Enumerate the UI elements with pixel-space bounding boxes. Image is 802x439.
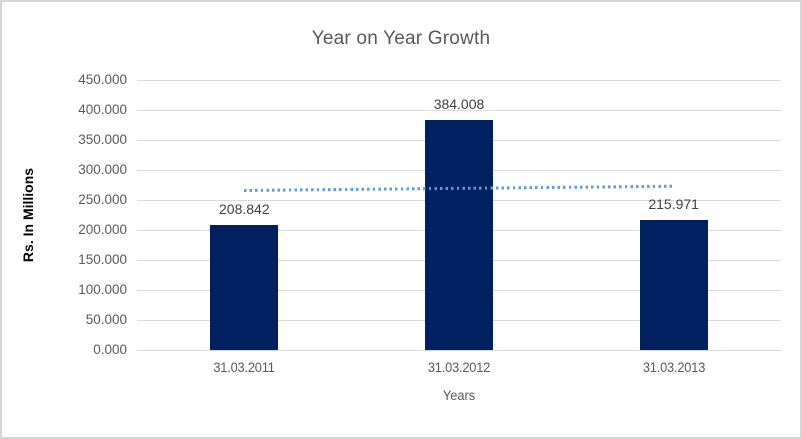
bar-data-label: 208.842	[219, 200, 270, 217]
gridline	[137, 349, 781, 351]
y-tick-label: 300.000	[78, 162, 127, 177]
bar	[210, 224, 279, 350]
y-tick-label: 100.000	[78, 282, 127, 297]
bar-data-label: 384.008	[433, 95, 485, 112]
y-tick-label: 200.000	[78, 222, 127, 237]
y-tick-label: 150.000	[78, 252, 127, 267]
x-tick-label: 31.03.2012	[427, 360, 491, 375]
x-tick-label: 31.03.2011	[213, 360, 276, 375]
y-tick-label: 350.000	[78, 132, 127, 147]
y-tick-label: 0.000	[93, 342, 127, 357]
bar	[425, 119, 493, 350]
plot-area: 208.842 384.008 215.971	[137, 79, 781, 351]
chart-title: Year on Year Growth	[311, 28, 491, 49]
gridline	[137, 109, 781, 111]
x-tick-label: 31.03.2013	[642, 360, 705, 375]
y-axis-title-text: Rs. In Millions	[20, 167, 36, 263]
bar-data-label: 215.971	[648, 196, 699, 213]
bar	[639, 220, 708, 350]
y-tick-label: 450.000	[78, 72, 127, 87]
x-axis-title: Years	[442, 388, 476, 403]
y-tick-label: 400.000	[78, 102, 127, 117]
y-tick-label: 50.000	[85, 312, 127, 327]
y-tick-label: 250.000	[78, 192, 127, 207]
gridline	[137, 79, 781, 81]
